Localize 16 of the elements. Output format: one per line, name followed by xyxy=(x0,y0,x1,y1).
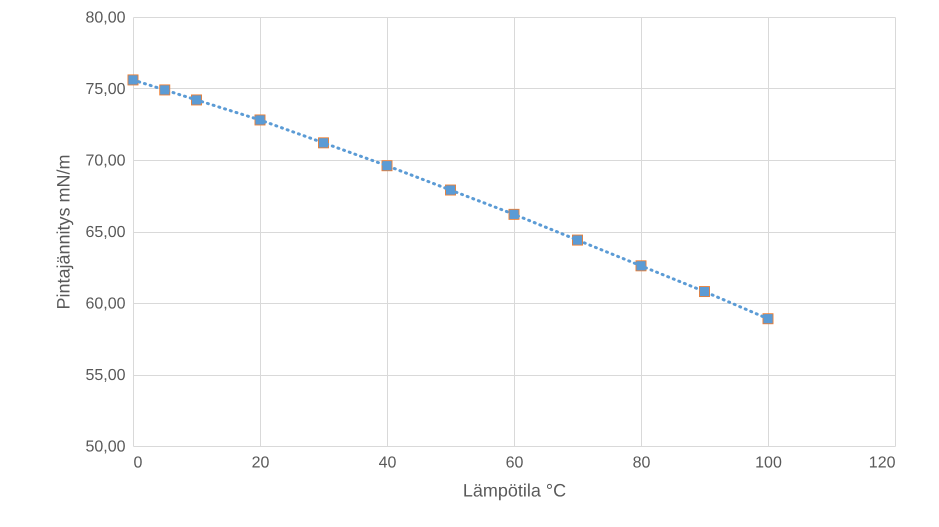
x-tick-label: 120 xyxy=(868,454,896,472)
y-tick-label: 60,00 xyxy=(85,296,126,312)
y-axis-title: Pintajännitys mN/m xyxy=(53,154,74,310)
y-tick-label: 80,00 xyxy=(85,10,126,26)
x-tick-label: 40 xyxy=(378,454,396,472)
x-tick-label: 0 xyxy=(134,454,142,472)
x-tick-label: 20 xyxy=(252,454,270,472)
x-tick-label: 60 xyxy=(506,454,524,472)
x-tick-label: 100 xyxy=(755,454,782,472)
y-tick-label: 70,00 xyxy=(85,152,126,170)
y-tick-label: 55,00 xyxy=(85,367,126,384)
x-tick-label: 80 xyxy=(632,454,650,472)
y-tick-label: 65,00 xyxy=(85,224,126,241)
y-tick-label: 50,00 xyxy=(85,438,126,456)
x-axis-title: Lämpötila °C xyxy=(462,480,566,500)
y-tick-label: 75,00 xyxy=(85,81,126,98)
